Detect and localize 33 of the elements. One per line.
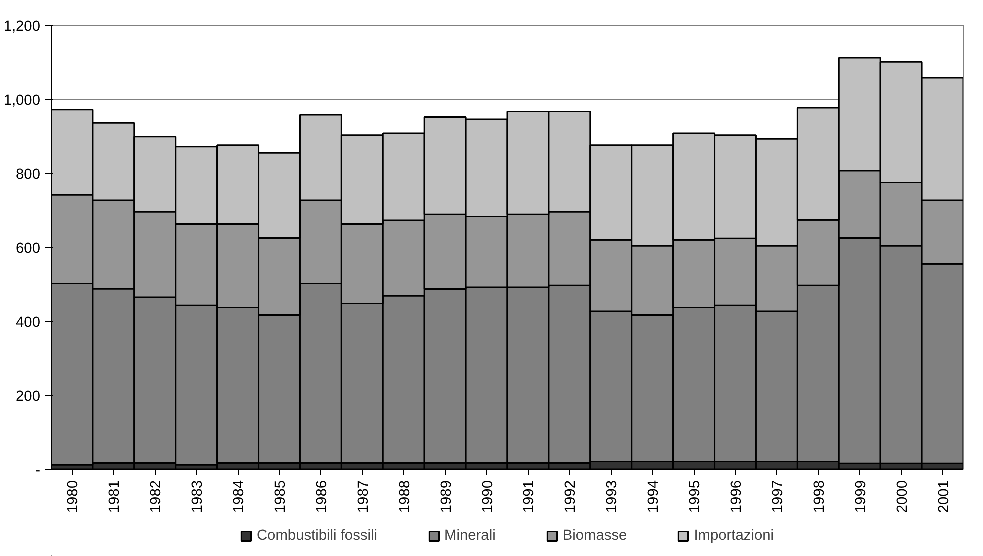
x-tick-label: 1981: [107, 480, 124, 514]
x-tick-label: 1995: [688, 480, 704, 514]
x-tick-label: 1991: [522, 480, 538, 514]
x-tick-label: 1998: [812, 480, 828, 514]
x-tick-label: 1985: [273, 480, 289, 514]
y-tick-label: 200: [16, 389, 41, 405]
legend-label: Biomasse: [562, 528, 628, 544]
y-tick-label: 400: [16, 315, 41, 331]
x-tick-label: 1996: [729, 480, 745, 514]
x-tick-label: 1983: [190, 480, 206, 514]
x-tick-label: 1989: [438, 480, 455, 514]
legend-label: Importazioni: [694, 528, 774, 544]
x-tick-label: 1997: [770, 480, 786, 514]
y-tick-label: 800: [16, 167, 41, 183]
x-tick-label: 1980: [66, 480, 82, 514]
x-tick-label: 1984: [232, 480, 248, 514]
x-tick-label: 1982: [148, 480, 165, 514]
y-tick-label: 600: [16, 241, 41, 257]
y-tick-label: 1,200: [4, 19, 41, 35]
legend-label: Minerali: [444, 528, 496, 544]
x-tick-label: 1988: [397, 480, 414, 514]
x-tick-label: 1987: [356, 480, 372, 514]
x-tick-label: 1986: [314, 480, 330, 514]
x-tick-label: 1992: [563, 480, 580, 514]
legend-label: Combustibili fossili: [256, 528, 378, 544]
x-tick-label: 1999: [853, 480, 870, 514]
x-tick-label: 1993: [604, 480, 621, 514]
x-tick-label: 1990: [480, 480, 496, 514]
y-tick-label: 1,000: [4, 93, 41, 109]
x-tick-label: 1994: [646, 480, 662, 514]
x-tick-label: 2000: [894, 480, 911, 514]
y-tick-label: -: [36, 463, 41, 479]
x-tick-label: 2001: [936, 480, 952, 514]
